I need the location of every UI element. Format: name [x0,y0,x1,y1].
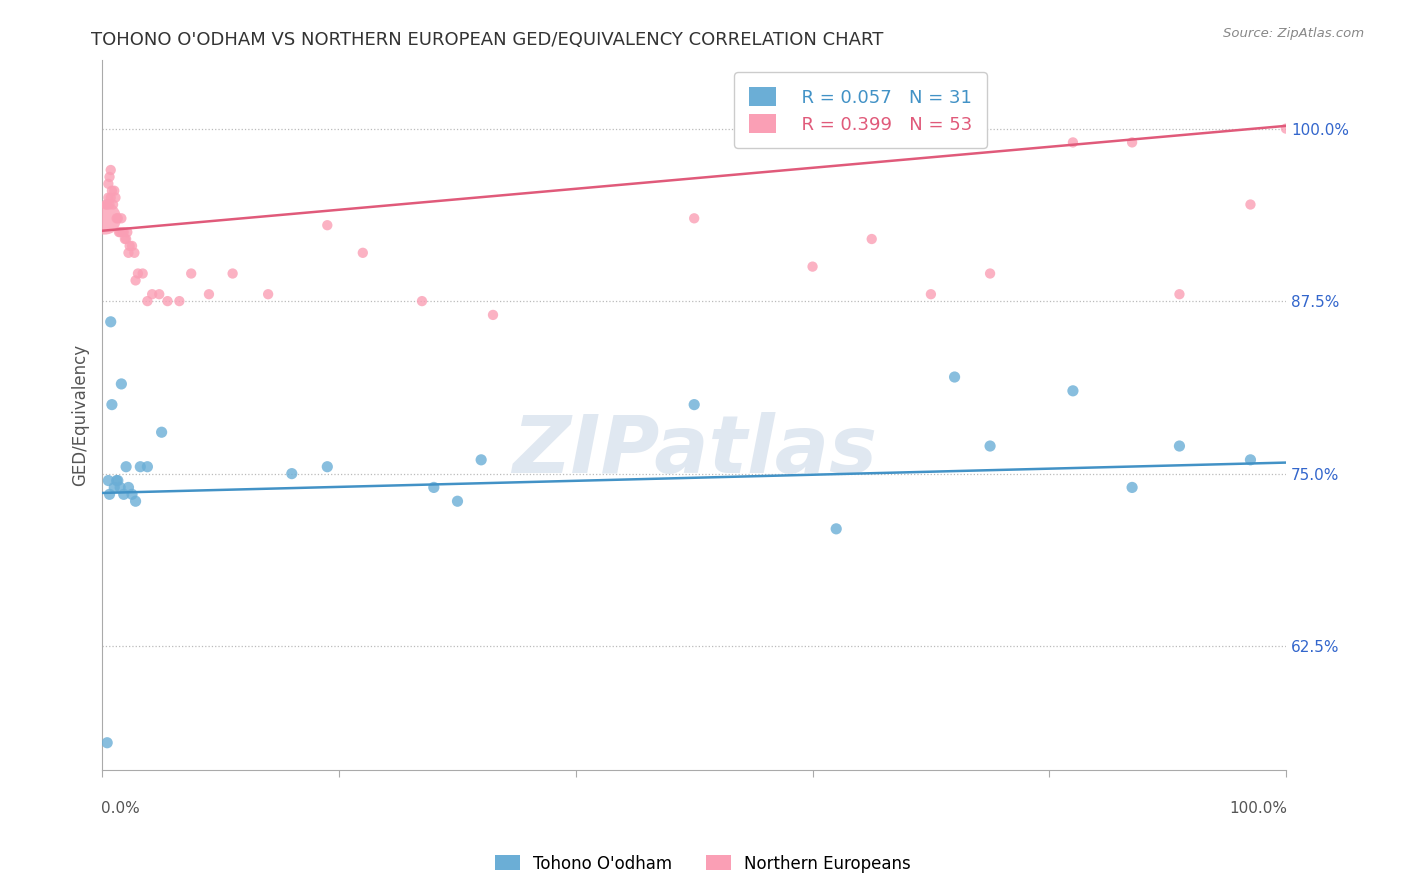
Point [124,494,146,508]
Point [98,197,121,211]
Point [1168,287,1191,301]
Point [470,453,492,467]
Point [281,467,304,481]
Point [110,211,132,226]
Point [108,225,131,239]
Text: Source: ZipAtlas.com: Source: ZipAtlas.com [1223,27,1364,40]
Point [131,267,153,281]
Point [112,225,135,239]
Point [97,177,120,191]
Point [979,439,1001,453]
Point [97,474,120,488]
Point [1062,384,1084,398]
Point [180,267,202,281]
Point [136,294,159,309]
Point [103,184,125,198]
Point [117,480,139,494]
Legend:   R = 0.057   N = 31,   R = 0.399   N = 53: R = 0.057 N = 31, R = 0.399 N = 53 [734,72,987,148]
Point [115,459,138,474]
Point [104,191,127,205]
Text: TOHONO O'ODHAM VS NORTHERN EUROPEAN GED/EQUIVALENCY CORRELATION CHART: TOHONO O'ODHAM VS NORTHERN EUROPEAN GED/… [91,31,884,49]
Point [96,736,118,750]
Text: 100.0%: 100.0% [1229,801,1286,816]
Point [100,191,122,205]
Text: 0.0%: 0.0% [101,801,141,816]
Point [107,474,129,488]
Point [112,487,135,501]
Point [169,294,191,309]
Point [124,273,146,287]
Point [110,376,132,391]
Point [920,287,942,301]
Point [316,218,339,232]
Point [98,487,121,501]
Point [801,260,824,274]
Point [117,245,139,260]
Point [111,225,134,239]
Point [221,267,243,281]
Point [141,287,163,301]
Point [825,522,848,536]
Point [446,494,468,508]
Point [98,169,121,184]
Point [101,398,124,412]
Point [97,191,120,205]
Point [108,480,131,494]
Legend: Tohono O'odham, Northern Europeans: Tohono O'odham, Northern Europeans [488,848,918,880]
Point [860,232,883,246]
Point [136,459,159,474]
Point [1121,480,1143,494]
Point [114,232,136,246]
Point [1121,136,1143,150]
Point [103,480,125,494]
Point [96,197,118,211]
Point [482,308,505,322]
Point [101,197,124,211]
Point [94,197,117,211]
Point [683,211,706,226]
Point [105,474,128,488]
Point [1239,453,1261,467]
Point [127,267,149,281]
Point [124,245,146,260]
Point [105,211,128,226]
Point [1168,439,1191,453]
Point [1062,136,1084,150]
Point [683,398,706,412]
Point [979,267,1001,281]
Point [115,232,138,246]
Point [100,315,122,329]
Point [101,184,124,198]
Point [121,487,143,501]
Point [100,163,122,178]
Point [943,370,966,384]
Point [150,425,173,440]
Point [1275,121,1298,136]
Point [118,239,141,253]
Point [423,480,446,494]
Point [257,287,280,301]
Point [94,211,117,226]
Point [117,225,139,239]
Point [198,287,221,301]
Point [411,294,433,309]
Point [107,211,129,226]
Text: ZIPatlas: ZIPatlas [512,411,877,490]
Point [156,294,179,309]
Point [129,459,152,474]
Point [316,459,339,474]
Point [121,239,143,253]
Y-axis label: GED/Equivalency: GED/Equivalency [72,344,89,486]
Point [1239,197,1261,211]
Point [108,225,131,239]
Point [148,287,170,301]
Point [352,245,374,260]
